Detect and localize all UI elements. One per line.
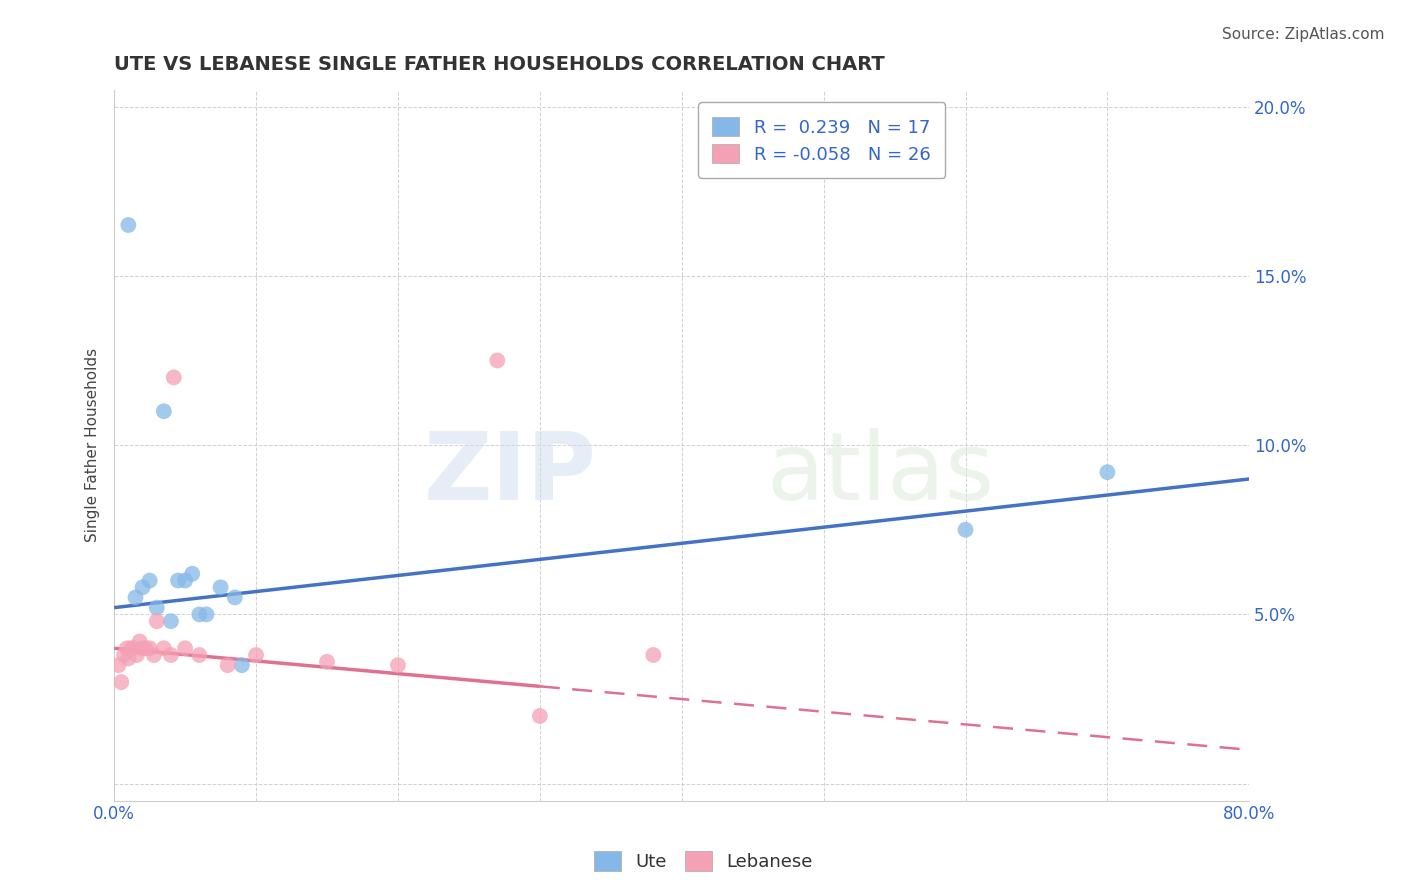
Point xyxy=(181,566,204,581)
Point xyxy=(117,651,139,665)
Legend: Ute, Lebanese: Ute, Lebanese xyxy=(586,844,820,879)
Point xyxy=(316,655,339,669)
Point xyxy=(195,607,218,622)
Point xyxy=(387,658,409,673)
Point xyxy=(217,658,239,673)
Text: UTE VS LEBANESE SINGLE FATHER HOUSEHOLDS CORRELATION CHART: UTE VS LEBANESE SINGLE FATHER HOUSEHOLDS… xyxy=(114,55,884,74)
Point xyxy=(120,641,142,656)
Point xyxy=(110,675,132,690)
Point xyxy=(145,614,167,628)
Point xyxy=(142,648,165,662)
Legend: R =  0.239   N = 17, R = -0.058   N = 26: R = 0.239 N = 17, R = -0.058 N = 26 xyxy=(697,103,945,178)
Point xyxy=(188,607,211,622)
Point xyxy=(153,641,176,656)
Text: atlas: atlas xyxy=(766,427,995,519)
Point xyxy=(529,709,551,723)
Point xyxy=(112,648,135,662)
Point xyxy=(122,641,145,656)
Point xyxy=(107,658,129,673)
Point xyxy=(224,591,246,605)
Text: ZIP: ZIP xyxy=(423,427,596,519)
Y-axis label: Single Father Households: Single Father Households xyxy=(86,348,100,542)
Point xyxy=(643,648,665,662)
Point xyxy=(209,580,232,594)
Point xyxy=(117,218,139,232)
Point xyxy=(245,648,267,662)
Point xyxy=(115,641,138,656)
Point xyxy=(188,648,211,662)
Point xyxy=(163,370,186,384)
Point xyxy=(174,574,197,588)
Text: Source: ZipAtlas.com: Source: ZipAtlas.com xyxy=(1222,27,1385,42)
Point xyxy=(145,600,167,615)
Point xyxy=(153,404,176,418)
Point xyxy=(134,641,156,656)
Point xyxy=(128,634,150,648)
Point xyxy=(131,580,153,594)
Point xyxy=(1097,465,1119,479)
Point xyxy=(160,614,183,628)
Point xyxy=(125,648,148,662)
Point xyxy=(131,641,153,656)
Point xyxy=(160,648,183,662)
Point xyxy=(167,574,190,588)
Point xyxy=(124,591,146,605)
Point xyxy=(231,658,253,673)
Point xyxy=(138,574,160,588)
Point xyxy=(138,641,160,656)
Point xyxy=(955,523,977,537)
Point xyxy=(174,641,197,656)
Point xyxy=(486,353,509,368)
